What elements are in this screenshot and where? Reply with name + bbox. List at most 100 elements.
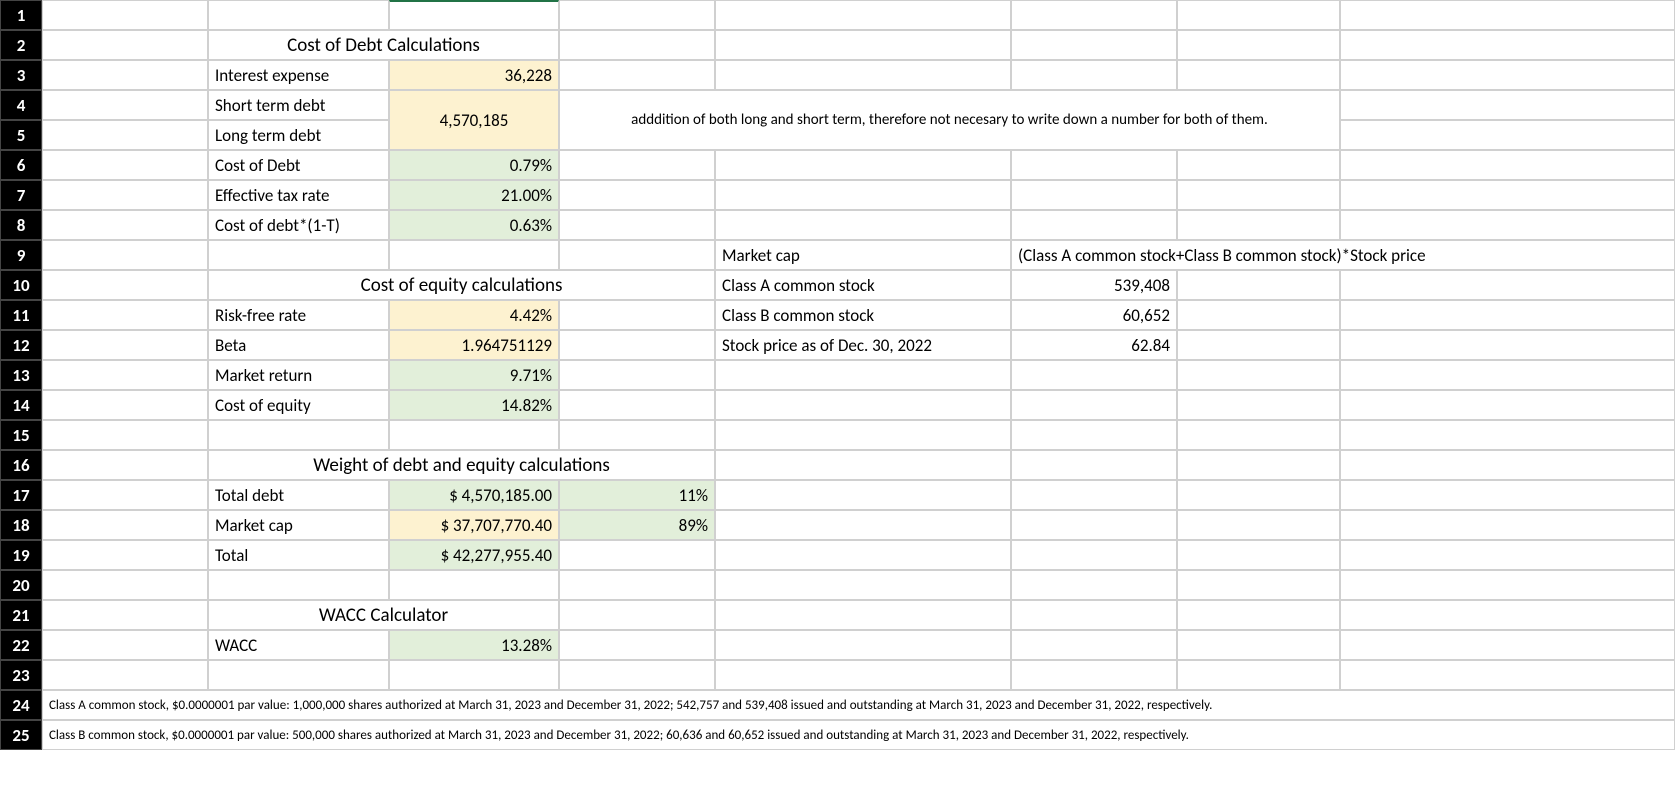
cell[interactable] (715, 180, 1011, 210)
cell[interactable] (42, 120, 208, 150)
cell[interactable] (1177, 630, 1340, 660)
cell[interactable] (1011, 150, 1177, 180)
cell[interactable] (1011, 600, 1177, 630)
cell[interactable] (1011, 180, 1177, 210)
cell[interactable] (42, 660, 208, 690)
beta-value[interactable]: 1.964751129 (389, 330, 559, 360)
cell[interactable] (42, 390, 208, 420)
cell[interactable] (1177, 510, 1340, 540)
cell[interactable] (42, 630, 208, 660)
row-header[interactable]: 21 (0, 600, 42, 630)
cell[interactable] (1177, 60, 1340, 90)
cell[interactable] (42, 30, 208, 60)
cell[interactable] (1340, 390, 1675, 420)
cell[interactable] (559, 390, 715, 420)
classA-value[interactable]: 539,408 (1011, 270, 1177, 300)
row-header[interactable]: 3 (0, 60, 42, 90)
cell[interactable] (389, 240, 559, 270)
cell[interactable] (1340, 420, 1675, 450)
cell[interactable] (1340, 360, 1675, 390)
cell[interactable] (208, 420, 389, 450)
row-header[interactable]: 14 (0, 390, 42, 420)
cell[interactable] (715, 600, 1011, 630)
cell[interactable] (42, 480, 208, 510)
cell[interactable] (715, 60, 1011, 90)
cell[interactable] (1011, 420, 1177, 450)
cell[interactable] (42, 570, 208, 600)
cell[interactable] (1177, 540, 1340, 570)
cell[interactable] (1011, 0, 1177, 30)
cell[interactable] (1177, 330, 1340, 360)
row-header[interactable]: 16 (0, 450, 42, 480)
cell[interactable] (559, 150, 715, 180)
cell[interactable] (1340, 600, 1675, 630)
cell[interactable] (1177, 210, 1340, 240)
cell[interactable] (389, 0, 559, 30)
cell[interactable] (1340, 480, 1675, 510)
cell[interactable] (715, 660, 1011, 690)
cell[interactable] (42, 150, 208, 180)
marketcap-weight-pct[interactable]: 89% (559, 510, 715, 540)
row-header[interactable]: 24 (0, 690, 42, 720)
cell[interactable] (389, 660, 559, 690)
cell[interactable] (42, 60, 208, 90)
cell[interactable] (42, 540, 208, 570)
marketcap-weight-value[interactable]: $ 37,707,770.40 (389, 510, 559, 540)
cell[interactable] (559, 660, 715, 690)
cell[interactable] (208, 0, 389, 30)
cell[interactable] (715, 420, 1011, 450)
row-header[interactable]: 8 (0, 210, 42, 240)
cell[interactable] (42, 450, 208, 480)
cell[interactable] (559, 240, 715, 270)
row-header[interactable]: 9 (0, 240, 42, 270)
row-header[interactable]: 4 (0, 90, 42, 120)
wacc-value[interactable]: 13.28% (389, 630, 559, 660)
cell[interactable] (1177, 480, 1340, 510)
interest-expense-value[interactable]: 36,228 (389, 60, 559, 90)
total-debt-value[interactable]: $ 4,570,185.00 (389, 480, 559, 510)
cell[interactable] (1340, 0, 1675, 30)
cell[interactable] (1340, 180, 1675, 210)
cell[interactable] (1340, 630, 1675, 660)
cell[interactable] (1177, 270, 1340, 300)
cell[interactable] (42, 90, 208, 120)
cell[interactable] (1011, 30, 1177, 60)
eff-tax-value[interactable]: 21.00% (389, 180, 559, 210)
row-header[interactable]: 11 (0, 300, 42, 330)
cell[interactable] (1011, 390, 1177, 420)
cell[interactable] (1177, 600, 1340, 630)
cell[interactable] (559, 30, 715, 60)
total-value[interactable]: $ 42,277,955.40 (389, 540, 559, 570)
row-header[interactable]: 5 (0, 120, 42, 150)
cell[interactable] (42, 180, 208, 210)
cell[interactable] (1011, 480, 1177, 510)
cell[interactable] (42, 0, 208, 30)
cell[interactable] (559, 0, 715, 30)
row-header[interactable]: 10 (0, 270, 42, 300)
row-header[interactable]: 6 (0, 150, 42, 180)
row-header[interactable]: 7 (0, 180, 42, 210)
cell[interactable] (715, 510, 1011, 540)
row-header[interactable]: 1 (0, 0, 42, 30)
combined-debt-value[interactable]: 4,570,185 (389, 90, 559, 150)
cell[interactable] (715, 630, 1011, 660)
cell[interactable] (559, 600, 715, 630)
cell[interactable] (1340, 540, 1675, 570)
cell[interactable] (1177, 180, 1340, 210)
cell[interactable] (559, 420, 715, 450)
cell[interactable] (42, 210, 208, 240)
row-header[interactable]: 23 (0, 660, 42, 690)
cell[interactable] (559, 60, 715, 90)
cell[interactable] (1011, 210, 1177, 240)
cell[interactable] (559, 540, 715, 570)
cell[interactable] (389, 420, 559, 450)
row-header[interactable]: 18 (0, 510, 42, 540)
risk-free-value[interactable]: 4.42% (389, 300, 559, 330)
cell[interactable] (1011, 570, 1177, 600)
cell[interactable] (715, 150, 1011, 180)
row-header[interactable]: 15 (0, 420, 42, 450)
cell[interactable] (1177, 450, 1340, 480)
stock-price-value[interactable]: 62.84 (1011, 330, 1177, 360)
cell[interactable] (559, 180, 715, 210)
total-debt-weight[interactable]: 11% (559, 480, 715, 510)
